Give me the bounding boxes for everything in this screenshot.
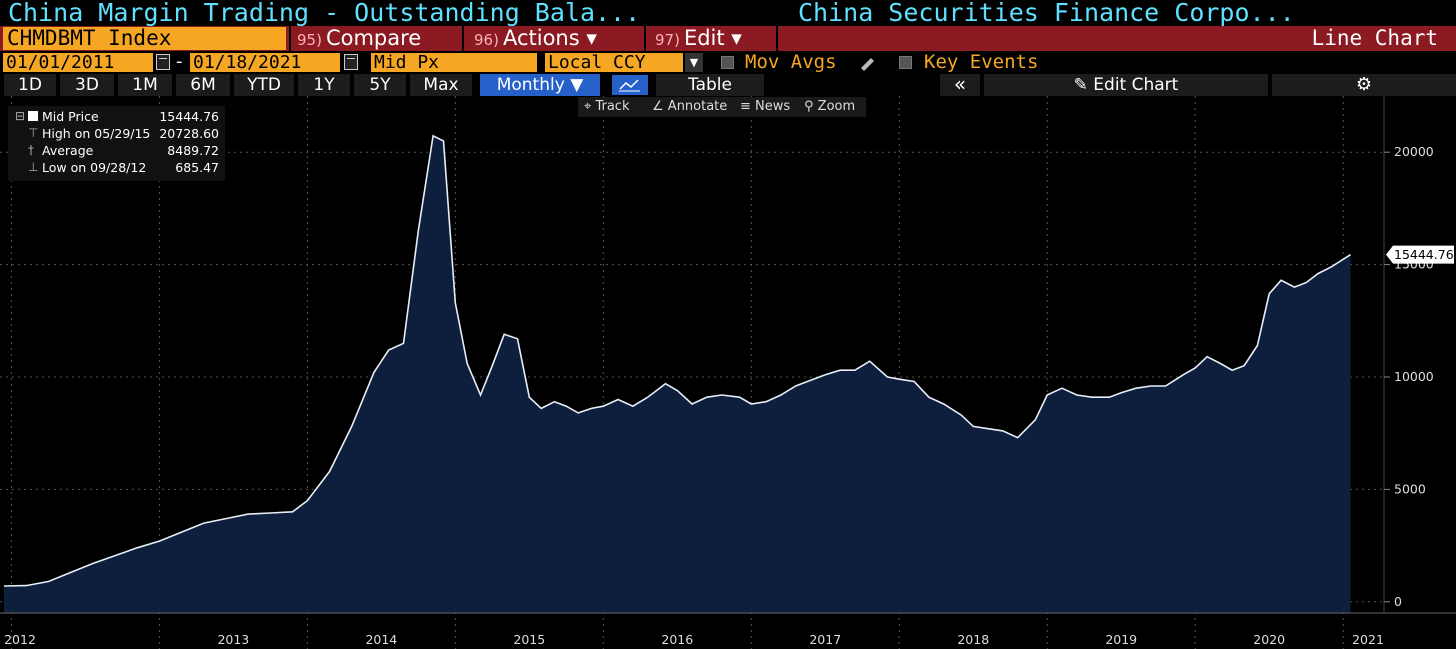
- compare-button[interactable]: 95) Compare: [297, 26, 421, 51]
- pencil-icon[interactable]: [858, 55, 878, 71]
- calendar-icon[interactable]: [156, 54, 170, 70]
- x-tick-label: 2019: [1105, 632, 1137, 647]
- x-tick-label: 2021: [1352, 632, 1384, 647]
- series-area: [4, 135, 1351, 614]
- x-tick-label: 2014: [365, 632, 397, 647]
- series-swatch: [28, 111, 38, 121]
- y-tick-label: 20000: [1394, 144, 1434, 159]
- mov-avgs-label[interactable]: Mov Avgs: [745, 51, 837, 73]
- y-tick-label: 10000: [1394, 369, 1434, 384]
- last-value-tag: 15444.76: [1386, 245, 1454, 264]
- period-1m[interactable]: 1M: [118, 74, 172, 96]
- annotate-icon: ∠: [652, 99, 664, 114]
- actions-label: Actions ▾: [502, 26, 597, 50]
- edit-label: Edit ▾: [683, 26, 742, 50]
- chart-style-button[interactable]: [612, 75, 648, 95]
- table-button[interactable]: Table: [656, 74, 764, 96]
- last-value-label: 15444.76: [1394, 247, 1454, 262]
- track-label: Track: [595, 99, 630, 114]
- legend-row-mid: ⊟ Mid Price 15444.76: [15, 109, 219, 124]
- x-tick-label: 2018: [957, 632, 989, 647]
- period-max[interactable]: Max: [410, 74, 472, 96]
- date-separator: -: [176, 51, 183, 72]
- command-bar: CHMDBMT Index 95) Compare 96) Actions ▾ 97…: [0, 26, 1456, 51]
- pencil-icon: ✎: [1073, 75, 1088, 95]
- zoom-label: Zoom: [817, 99, 856, 114]
- end-date-field[interactable]: 01/18/2021: [190, 53, 340, 72]
- edit-number: 97): [655, 31, 680, 49]
- period-ytd[interactable]: YTD: [234, 74, 294, 96]
- x-tick-label: 2013: [217, 632, 249, 647]
- annotate-label: Annotate: [667, 99, 728, 114]
- gear-icon[interactable]: ⚙: [1272, 74, 1456, 96]
- high-marker-icon: ⊤: [28, 126, 39, 140]
- issuer-title: China Securities Finance Corpo...: [798, 0, 1295, 27]
- legend-row-low: ⊥ Low on 09/28/12 685.47: [28, 160, 219, 175]
- chevron-down-icon[interactable]: ▼: [685, 53, 703, 72]
- news-label: News: [755, 99, 791, 114]
- series-line: [3, 134, 1352, 587]
- divider: [462, 26, 464, 51]
- low-marker-icon: ⊥: [28, 160, 39, 174]
- news-button[interactable]: ≡ News: [740, 97, 790, 117]
- x-tick-label: 2015: [513, 632, 545, 647]
- field-selector[interactable]: Mid Px: [371, 53, 537, 72]
- actions-button[interactable]: 96) Actions ▾: [474, 26, 597, 51]
- crosshair-icon: ⌖: [584, 99, 592, 114]
- y-tick-label: 0: [1394, 594, 1402, 609]
- x-tick-label: 2017: [809, 632, 841, 647]
- actions-number: 96): [474, 31, 499, 49]
- calendar-icon[interactable]: [344, 54, 358, 70]
- settings-bar: 01/01/2011 - 01/18/2021 Mid Px Local CCY…: [0, 51, 1456, 73]
- period-1d[interactable]: 1D: [4, 74, 56, 96]
- legend[interactable]: ⊟ Mid Price 15444.76 ⊤ High on 05/29/15 …: [8, 106, 225, 181]
- zoom-button[interactable]: ⚲ Zoom: [804, 97, 855, 117]
- frequency-dropdown[interactable]: Monthly ▼: [480, 74, 600, 96]
- line-chart-icon: [619, 79, 640, 92]
- track-button[interactable]: ⌖ Track: [584, 97, 630, 117]
- period-bar: 1D 3D 1M 6M YTD 1Y 5Y Max Monthly ▼ Tabl…: [0, 74, 1456, 96]
- x-tick-label: 2020: [1253, 632, 1285, 647]
- compare-label: Compare: [325, 26, 422, 50]
- collapse-icon[interactable]: «: [940, 74, 980, 96]
- average-marker-icon: †: [28, 143, 34, 157]
- period-6m[interactable]: 6M: [176, 74, 230, 96]
- key-events-checkbox[interactable]: [899, 56, 912, 69]
- divider: [776, 26, 778, 51]
- period-5y[interactable]: 5Y: [354, 74, 406, 96]
- x-axis: 2012 2013 2014 2015 2016 2017 2018 2019 2020 2021: [4, 632, 1384, 647]
- compare-number: 95): [297, 31, 322, 49]
- legend-row-average: † Average 8489.72: [28, 143, 219, 158]
- start-date-field[interactable]: 01/01/2011: [3, 53, 153, 72]
- annotate-button[interactable]: ∠ Annotate: [652, 97, 727, 117]
- security-title: China Margin Trading - Outstanding Bala.…: [8, 0, 641, 27]
- edit-chart-label: Edit Chart: [1093, 75, 1179, 95]
- legend-row-high: ⊤ High on 05/29/15 20728.60: [28, 126, 219, 141]
- chart-type-label[interactable]: Line Chart: [1311, 26, 1438, 50]
- edit-button[interactable]: 97) Edit ▾: [655, 26, 742, 51]
- currency-selector[interactable]: Local CCY: [545, 53, 683, 72]
- x-tick-label: 2012: [4, 632, 36, 647]
- period-1y[interactable]: 1Y: [298, 74, 350, 96]
- divider: [644, 26, 646, 51]
- ticker-field[interactable]: CHMDBMT Index: [3, 27, 286, 50]
- y-tick-label: 5000: [1394, 481, 1426, 496]
- edit-chart-button[interactable]: ✎ Edit Chart: [984, 74, 1268, 96]
- chart-toolbar: ⌖ Track ∠ Annotate ≡ News ⚲ Zoom: [578, 97, 866, 117]
- news-icon: ≡: [740, 99, 751, 114]
- x-tick-label: 2016: [661, 632, 693, 647]
- key-events-label[interactable]: Key Events: [924, 51, 1039, 73]
- divider: [289, 26, 291, 51]
- period-3d[interactable]: 3D: [60, 74, 114, 96]
- magnifier-icon: ⚲: [804, 99, 814, 114]
- title-bar: China Margin Trading - Outstanding Bala.…: [0, 0, 1456, 27]
- collapse-icon[interactable]: ⊟: [15, 109, 26, 123]
- mov-avgs-checkbox[interactable]: [721, 56, 734, 69]
